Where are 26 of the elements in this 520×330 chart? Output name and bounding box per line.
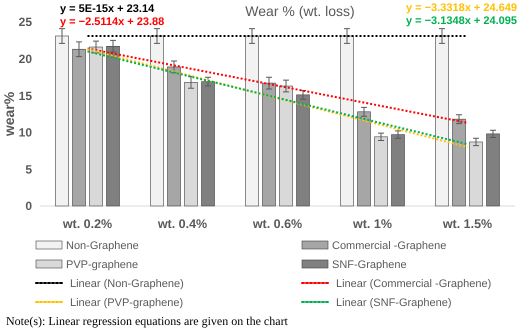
- x-tick-label: wt. 0.6%: [252, 217, 302, 231]
- x-tick-label: wt. 1%: [352, 217, 392, 231]
- annotation: y = −2.5114x + 23.88: [60, 16, 164, 28]
- x-tick-label: wt. 1.5%: [442, 217, 492, 231]
- y-tick-label: 5: [25, 162, 32, 176]
- x-tick-label: wt. 0.2%: [62, 217, 112, 231]
- y-tick-label: 10: [18, 126, 32, 140]
- legend-label: Commercial -Graphene: [332, 240, 446, 252]
- y-tick-label: 0: [25, 199, 32, 214]
- text: Note(s): Linear regression equations are given on the chart: [6, 314, 289, 328]
- legend-label: PVP-graphene: [66, 258, 138, 271]
- legend-label: Linear (SNF-Graphene): [336, 296, 452, 309]
- y-tick-label: 20: [18, 52, 32, 66]
- chart-title: Wear % (wt. loss): [245, 3, 355, 19]
- x-tick-label: wt. 0.4%: [156, 217, 208, 231]
- legend-label: Linear (PVP-graphene): [70, 296, 184, 309]
- annotation: y = −3.1348x + 24.095: [406, 15, 517, 27]
- legend-label: Linear (Non-Graphene): [70, 278, 184, 290]
- text: y = 5E-15x + 23.14: [60, 3, 156, 15]
- legend-label: Non-Graphene: [66, 240, 139, 252]
- y-axis-title: wear%: [1, 91, 17, 138]
- y-tick-label: 15: [18, 88, 32, 103]
- legend-label: SNF-Graphene: [332, 258, 407, 271]
- legend-label: Linear (Commercial -Graphene): [336, 278, 492, 290]
- y-tick-label: 25: [18, 15, 32, 30]
- text: y = −3.3318x + 24.649: [406, 2, 517, 14]
